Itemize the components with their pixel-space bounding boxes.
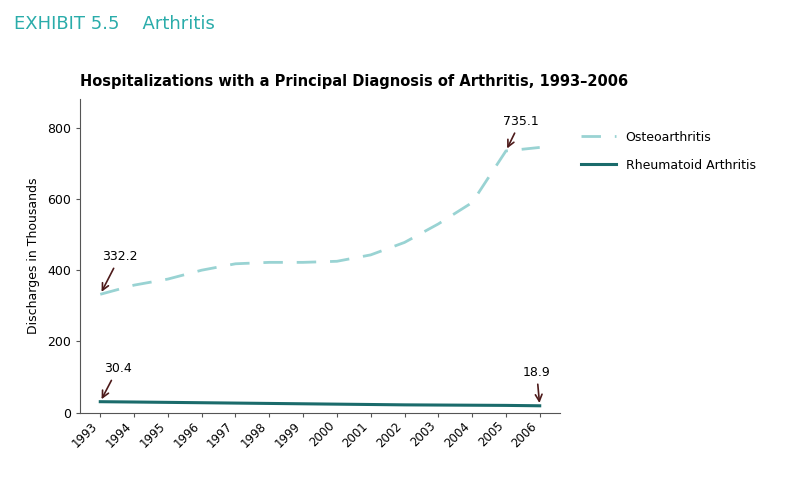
Text: Hospitalizations with a Principal Diagnosis of Arthritis, 1993–2006: Hospitalizations with a Principal Diagno… xyxy=(80,74,628,88)
Text: 30.4: 30.4 xyxy=(102,362,131,398)
Text: EXHIBIT 5.5    Arthritis: EXHIBIT 5.5 Arthritis xyxy=(14,15,215,33)
Text: 18.9: 18.9 xyxy=(523,366,550,401)
Y-axis label: Discharges in Thousands: Discharges in Thousands xyxy=(27,178,40,334)
Text: 735.1: 735.1 xyxy=(502,115,538,147)
Legend: Osteoarthritis, Rheumatoid Arthritis: Osteoarthritis, Rheumatoid Arthritis xyxy=(581,131,756,171)
Text: 332.2: 332.2 xyxy=(102,250,138,290)
